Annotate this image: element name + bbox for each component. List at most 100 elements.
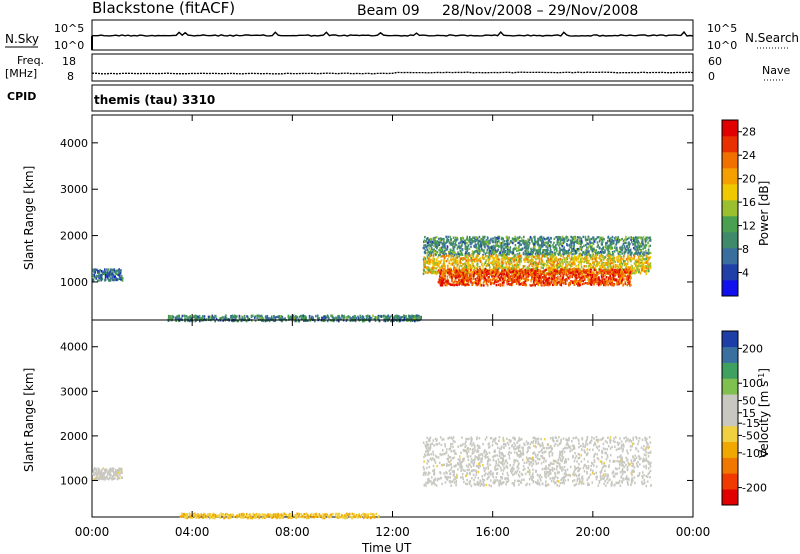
scatter-cell xyxy=(532,247,535,250)
scatter-cell xyxy=(463,239,466,243)
scatter-cell xyxy=(559,262,562,265)
scatter-cell xyxy=(523,270,526,273)
nsky-label: N.Sky xyxy=(5,32,39,46)
scatter-cell xyxy=(564,270,567,274)
scatter-cell xyxy=(488,279,490,282)
scatter-cell xyxy=(480,241,483,244)
scatter-cell xyxy=(236,319,239,323)
scatter-cell xyxy=(562,237,565,240)
scatter-cell xyxy=(554,281,557,284)
scatter-cell xyxy=(642,243,644,246)
scatter-cell xyxy=(390,319,392,323)
scatter-cell xyxy=(621,272,623,275)
scatter-cell xyxy=(524,265,526,268)
scatter-cell xyxy=(647,266,650,269)
scatter-cell xyxy=(494,263,497,267)
scatter-cell xyxy=(579,272,581,276)
scatter-cell xyxy=(454,240,457,244)
scatter-cell xyxy=(494,241,497,244)
scatter-cell xyxy=(118,275,121,278)
scatter-cell xyxy=(103,273,106,276)
scatter-cell xyxy=(593,283,595,286)
scatter-cell xyxy=(524,250,527,253)
scatter-cell xyxy=(453,254,456,257)
scatter-cell xyxy=(588,259,590,262)
scatter-cell xyxy=(256,316,258,319)
scatter-cell xyxy=(432,265,434,268)
scatter-cell xyxy=(533,277,536,280)
scatter-cell xyxy=(414,315,417,318)
scatter-cell xyxy=(495,238,497,241)
scatter-cell xyxy=(627,268,629,272)
scatter-cell xyxy=(508,263,510,266)
scatter-cell xyxy=(495,267,497,270)
scatter-cell xyxy=(610,237,612,240)
scatter-cell xyxy=(482,257,485,261)
scatter-cell xyxy=(629,266,632,269)
scatter-cell xyxy=(637,245,639,249)
scatter-cell xyxy=(627,266,630,269)
scatter-cell xyxy=(565,237,567,240)
scatter-cell xyxy=(589,275,592,278)
scatter-cell xyxy=(389,315,392,318)
scatter-cell xyxy=(272,319,275,323)
scatter-cell xyxy=(488,262,490,265)
scatter-cell xyxy=(614,260,617,263)
scatter-cell xyxy=(500,265,503,269)
scatter-cell xyxy=(501,242,503,245)
scatter-cell xyxy=(468,283,470,287)
scatter-cell xyxy=(538,260,541,263)
scatter-cell xyxy=(582,257,584,261)
scatter-cell xyxy=(480,238,482,241)
scatter-cell xyxy=(582,250,584,254)
scatter-cell xyxy=(225,314,227,317)
scatter-cell xyxy=(275,315,278,319)
scatter-cell xyxy=(628,242,630,245)
scatter-cell xyxy=(177,314,180,317)
scatter-cell xyxy=(545,249,547,253)
scatter-cell xyxy=(176,317,178,320)
scatter-cell xyxy=(214,320,216,323)
scatter-cell xyxy=(624,282,627,286)
scatter-cell xyxy=(510,267,512,270)
scatter-cell xyxy=(623,263,626,267)
scatter-cell xyxy=(576,236,579,239)
scatter-cell xyxy=(506,246,508,249)
scatter-cell xyxy=(449,243,452,246)
scatter-cell xyxy=(570,270,572,274)
scatter-cell xyxy=(541,281,543,284)
scatter-cell xyxy=(535,265,538,268)
scatter-cell xyxy=(439,249,442,252)
scatter-cell xyxy=(442,251,444,254)
scatter-cell xyxy=(511,270,514,273)
scatter-cell xyxy=(630,258,633,262)
scatter-cell xyxy=(572,268,574,271)
scatter-cell xyxy=(570,241,573,245)
scatter-cell xyxy=(506,280,508,283)
scatter-cell xyxy=(222,316,224,319)
scatter-cell xyxy=(420,318,422,321)
scatter-cell xyxy=(441,271,444,275)
scatter-cell xyxy=(465,259,467,262)
scatter-cell xyxy=(600,265,603,268)
scatter-cell xyxy=(610,276,613,279)
scatter-cell xyxy=(617,236,619,239)
scatter-cell xyxy=(553,282,556,285)
scatter-cell xyxy=(493,277,496,280)
scatter-cell xyxy=(496,276,499,279)
scatter-cell xyxy=(517,255,520,258)
scatter-cell xyxy=(265,317,268,320)
scatter-cell xyxy=(534,273,536,276)
scatter-cell xyxy=(556,261,559,264)
scatter-cell xyxy=(451,273,453,276)
scatter-cell xyxy=(547,236,550,239)
scatter-cell xyxy=(506,241,509,245)
scatter-cell xyxy=(483,284,485,287)
scatter-cell xyxy=(577,257,579,260)
scatter-cell xyxy=(476,254,478,257)
scatter-cell xyxy=(509,246,512,249)
scatter-cell xyxy=(609,264,611,267)
scatter-cell xyxy=(348,315,351,319)
scatter-cell xyxy=(565,278,567,281)
scatter-cell xyxy=(433,252,435,255)
